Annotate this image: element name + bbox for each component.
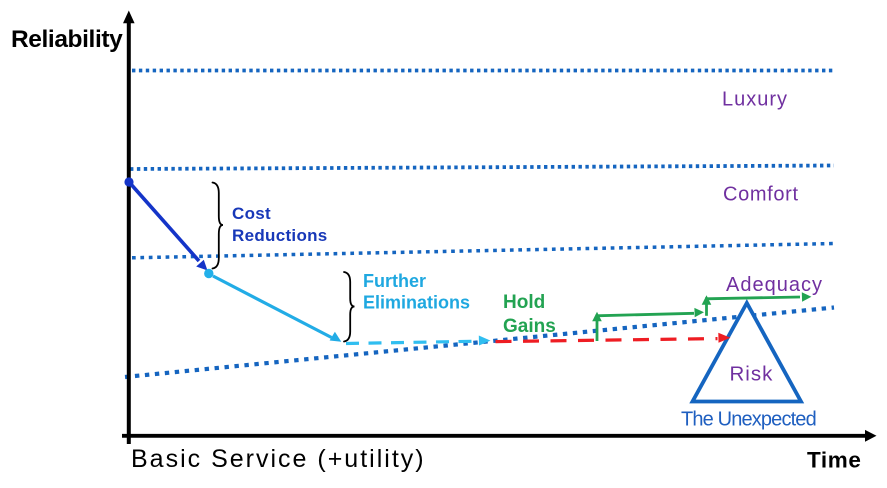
- svg-text:Basic Service (+utility): Basic Service (+utility): [131, 445, 426, 473]
- svg-text:Comfort: Comfort: [723, 184, 799, 206]
- svg-text:Eliminations: Eliminations: [363, 293, 470, 313]
- svg-text:Gains: Gains: [503, 316, 556, 337]
- svg-text:Reliability: Reliability: [11, 26, 123, 53]
- svg-text:Further: Further: [363, 271, 426, 291]
- svg-text:The Unexpected: The Unexpected: [681, 409, 816, 431]
- svg-text:Time: Time: [807, 448, 862, 473]
- svg-text:Risk: Risk: [730, 363, 774, 386]
- svg-text:Adequacy: Adequacy: [726, 274, 823, 296]
- svg-text:Luxury: Luxury: [722, 89, 788, 111]
- svg-text:Reductions: Reductions: [232, 226, 328, 245]
- svg-text:Cost: Cost: [232, 204, 271, 223]
- svg-text:Hold: Hold: [503, 292, 545, 313]
